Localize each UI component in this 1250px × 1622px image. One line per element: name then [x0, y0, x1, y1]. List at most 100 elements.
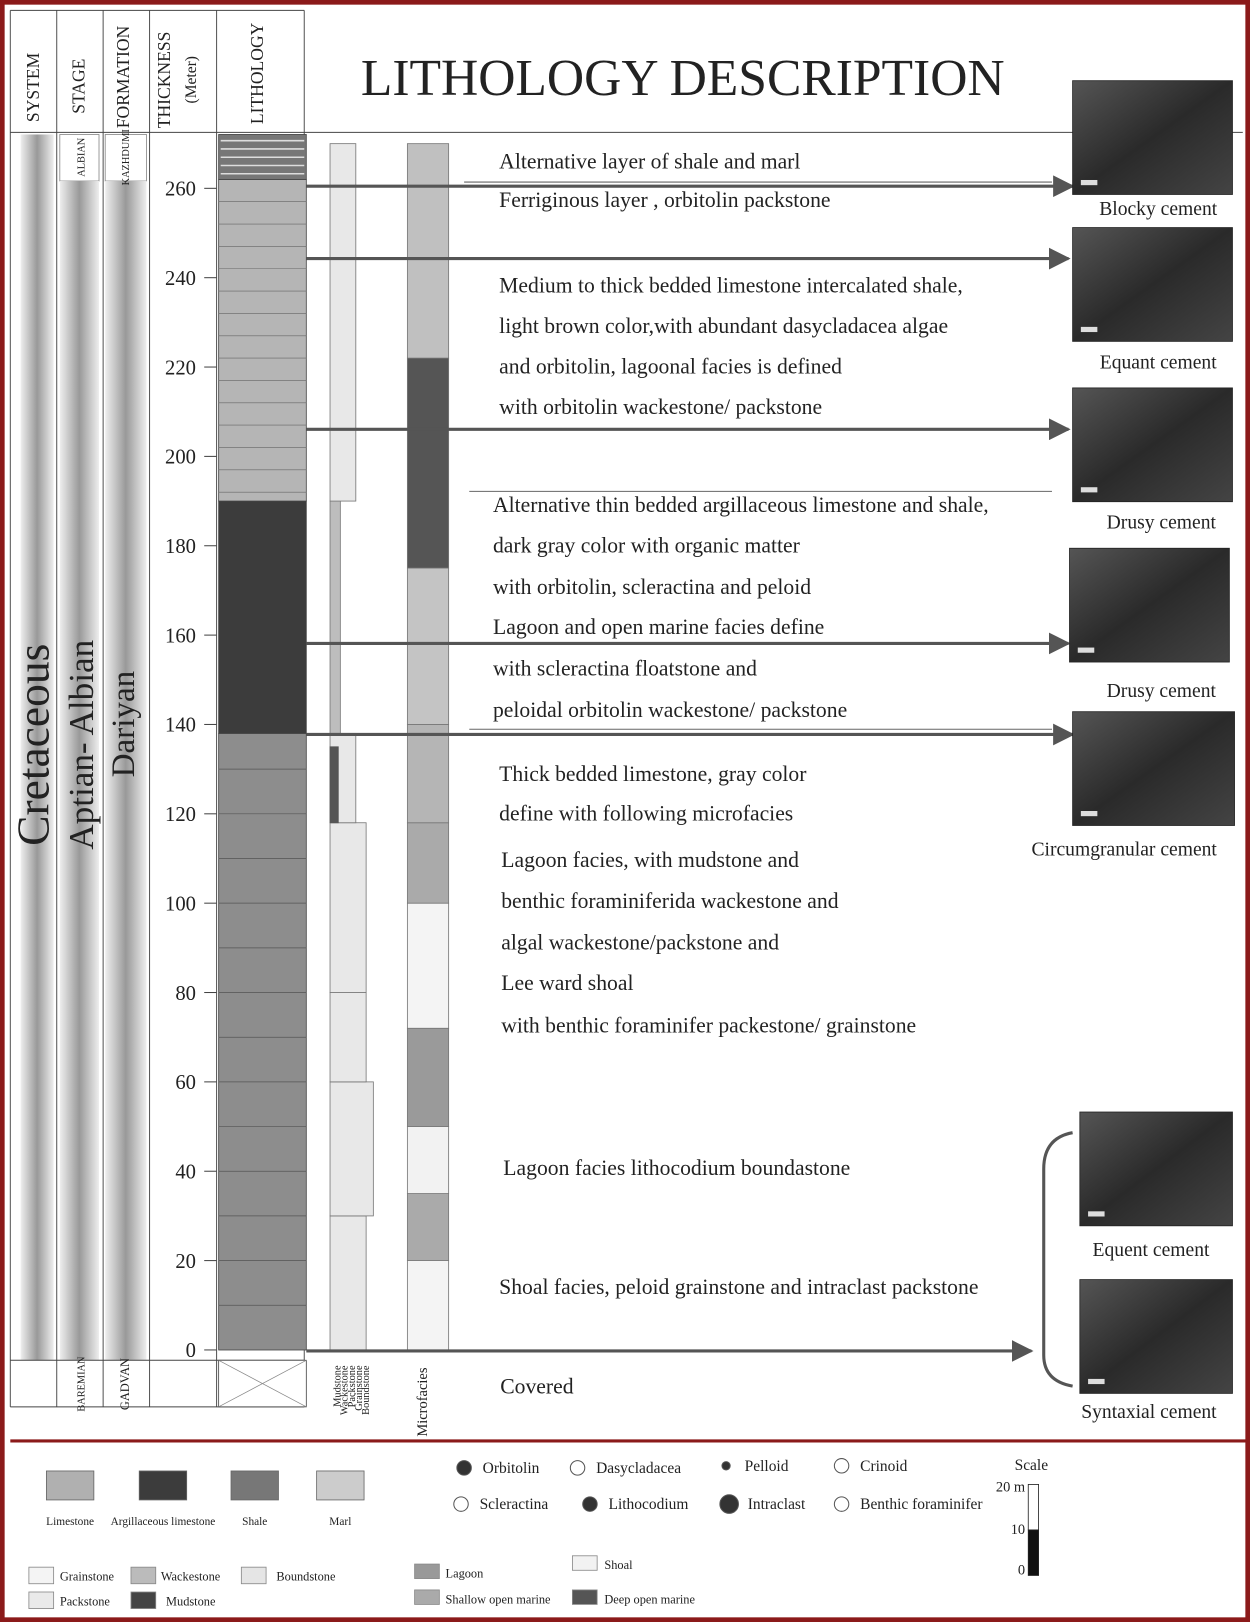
description-line: Ferriginous layer , orbitolin packstone: [499, 188, 830, 212]
legend-label: Shale: [242, 1516, 267, 1528]
scale-bar: [1088, 1211, 1105, 1216]
thickness-label: 120: [165, 804, 196, 826]
legend-symbol: [583, 1497, 597, 1511]
thickness-label: 260: [165, 179, 196, 201]
legend-label: Benthic foraminifer: [860, 1496, 983, 1513]
micrograph: [1080, 1280, 1233, 1394]
scale-label: 0: [1018, 1562, 1025, 1578]
micrograph: [1073, 81, 1233, 195]
legend-symbol: [834, 1497, 848, 1511]
scale-bar: [1081, 327, 1098, 332]
microfacies-bar: [407, 568, 448, 724]
photo-caption: Drusy cement: [1107, 681, 1217, 702]
formation-name: Dariyan: [106, 670, 142, 777]
thickness-label: 240: [165, 268, 196, 290]
legend-symbol: [570, 1461, 584, 1475]
legend-label: Grainstone: [60, 1570, 115, 1584]
scale-title: Scale: [1015, 1457, 1049, 1474]
micrograph: [1073, 712, 1235, 826]
scale-bar: [1081, 811, 1098, 816]
thickness-label: 40: [175, 1161, 196, 1183]
stage-name: Aptian- Albian: [62, 639, 101, 849]
description-line: light brown color,with abundant dasyclad…: [499, 314, 948, 338]
description-line: benthic foraminiferida wackestone and: [501, 889, 838, 913]
thickness-label: 100: [165, 893, 196, 915]
legend-label: Shoal: [604, 1558, 633, 1572]
description-line: with orbitolin, scleractina and peloid: [493, 575, 811, 599]
description-line: with orbitolin wackestone/ packstone: [499, 395, 822, 419]
legend-label: Crinoid: [860, 1458, 908, 1475]
legend-swatch: [415, 1590, 440, 1604]
microfacies-bar: [407, 1261, 448, 1350]
legend-label: Mudstone: [166, 1594, 216, 1608]
scale-bar: [1078, 648, 1095, 653]
formation-name: KAZHDUMI: [121, 129, 132, 186]
description-line: dark gray color with organic matter: [493, 533, 801, 557]
photo-caption: Circumgranular cement: [1031, 839, 1217, 860]
scale-box: [1028, 1484, 1038, 1530]
photo-caption: Equant cement: [1100, 352, 1217, 373]
photo-caption: Syntaxial cement: [1081, 1402, 1217, 1423]
micrograph: [1070, 548, 1230, 662]
texture-label: Boundstone: [361, 1365, 372, 1415]
description-line: Alternative thin bedded argillaceous lim…: [493, 493, 989, 517]
legend-label: Boundstone: [276, 1570, 336, 1584]
legend-label: Intraclast: [748, 1496, 806, 1513]
thickness-label: 220: [165, 357, 196, 379]
description-line: peloidal orbitolin wackestone/ packstone: [493, 698, 847, 722]
texture-bar: [330, 501, 340, 733]
stage-name: BAREMIAN: [77, 1356, 88, 1412]
micrograph: [1073, 388, 1233, 502]
thickness-label: 200: [165, 447, 196, 469]
figure: SYSTEMSTAGEFORMATIONTHICKNESS(Meter)LITH…: [0, 0, 1250, 1622]
legend-label: Orbitolin: [483, 1460, 540, 1477]
column-header: FORMATION: [113, 25, 133, 128]
legend-swatch: [317, 1471, 364, 1500]
legend-swatch: [131, 1592, 156, 1609]
micrograph: [1073, 228, 1233, 342]
texture-bar: [330, 747, 338, 823]
photo-caption: Drusy cement: [1107, 513, 1217, 534]
legend-swatch: [572, 1590, 597, 1604]
thickness-label: 0: [186, 1340, 196, 1362]
thickness-label: 140: [165, 715, 196, 737]
legend-label: Scleractina: [480, 1496, 549, 1513]
microfacies-bar: [407, 1127, 448, 1194]
microfacies-bar: [407, 144, 448, 358]
description-line: Lagoon facies, with mudstone and: [501, 848, 799, 872]
description-line: with benthic foraminifer packestone/ gra…: [501, 1013, 916, 1037]
legend-label: Limestone: [46, 1516, 94, 1528]
scale-bar: [1088, 1379, 1105, 1384]
legend-swatch: [131, 1567, 156, 1584]
description-line: Lagoon facies lithocodium boundastone: [503, 1156, 850, 1180]
photo-caption: Equent cement: [1093, 1240, 1210, 1261]
legend-label: Argillaceous limestone: [111, 1516, 216, 1528]
description-line: algal wackestone/packstone and: [501, 931, 779, 955]
micrograph: [1080, 1112, 1233, 1226]
description-line: Lagoon and open marine facies define: [493, 615, 824, 639]
legend-swatch: [231, 1471, 278, 1500]
legend-swatch: [241, 1567, 266, 1584]
legend-label: Deep open marine: [604, 1592, 695, 1606]
description-line: Lee ward shoal: [501, 971, 633, 995]
column-header: LITHOLOGY: [247, 22, 267, 124]
description-line: with scleractina floatstone and: [493, 656, 757, 680]
column-header: THICKNESS: [154, 32, 174, 129]
column-header: STAGE: [69, 59, 89, 114]
thickness-label: 80: [175, 983, 196, 1005]
microfacies-bar: [407, 903, 448, 1028]
legend-symbol: [722, 1462, 730, 1470]
description-line: Medium to thick bedded limestone interca…: [499, 274, 963, 298]
description-line: define with following microfacies: [499, 801, 793, 825]
texture-bar: [330, 823, 366, 993]
bracket: [1044, 1133, 1073, 1386]
texture-bar: [330, 1082, 373, 1216]
stage-name: ALBIAN: [77, 137, 88, 177]
title: LITHOLOGY DESCRIPTION: [361, 50, 1005, 107]
texture-bar: [330, 993, 366, 1082]
microfacies-bar: [407, 1194, 448, 1261]
legend-symbol: [454, 1497, 468, 1511]
microfacies-bar: [407, 823, 448, 903]
texture-bar: [330, 1216, 366, 1350]
microfacies-bar: [407, 724, 448, 822]
